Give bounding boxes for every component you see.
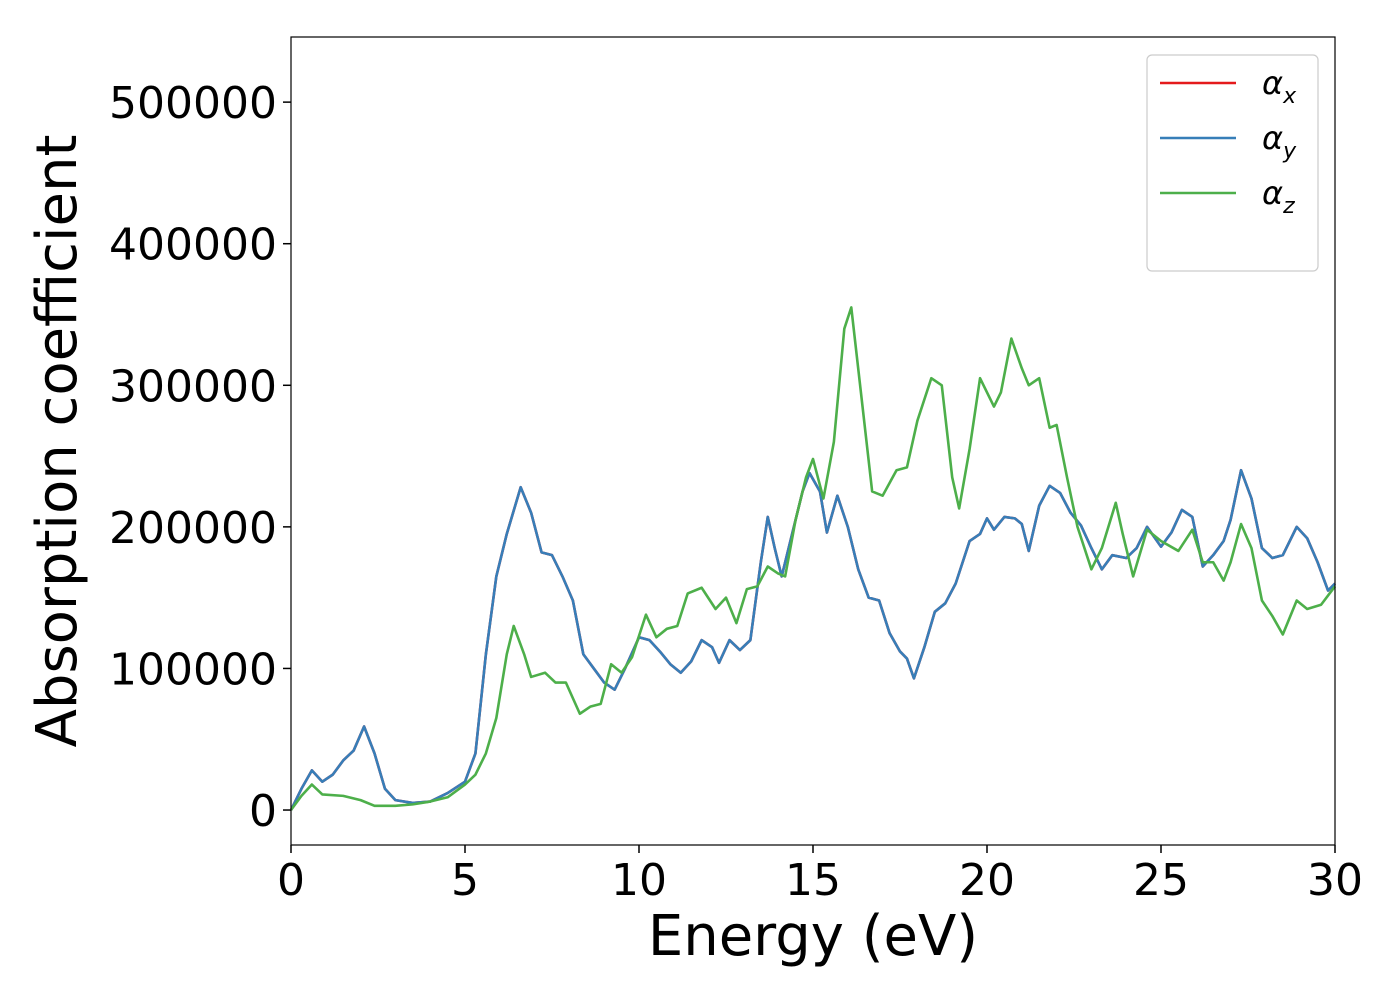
y-tick-label: 300000 [109, 361, 277, 412]
legend: αx αy αz [1146, 54, 1319, 272]
x-tick-label: 15 [785, 855, 841, 906]
series-line [289, 468, 1336, 811]
legend-label: αx [1262, 64, 1297, 109]
y-tick-label: 0 [249, 786, 277, 837]
y-tick-label: 500000 [109, 78, 277, 129]
x-tick-label: 10 [611, 855, 667, 906]
legend-box [1146, 54, 1319, 272]
x-tick-label: 20 [959, 855, 1015, 906]
y-tick-label: 100000 [109, 644, 277, 695]
y-tick-label: 200000 [109, 503, 277, 554]
legend-label: αy [1262, 119, 1297, 164]
x-tick-label: 30 [1307, 855, 1363, 906]
x-tick-label: 5 [451, 855, 479, 906]
plot-frame [290, 36, 1336, 846]
legend-label: αz [1262, 174, 1295, 219]
x-axis-label: Energy (eV) [648, 904, 978, 969]
series-line [289, 306, 1337, 811]
y-axis-label: Absorption coefficient [25, 135, 90, 748]
y-tick-label: 400000 [109, 220, 277, 271]
x-tick-label: 25 [1133, 855, 1189, 906]
series-line [289, 468, 1336, 811]
x-tick-label: 0 [277, 855, 305, 906]
